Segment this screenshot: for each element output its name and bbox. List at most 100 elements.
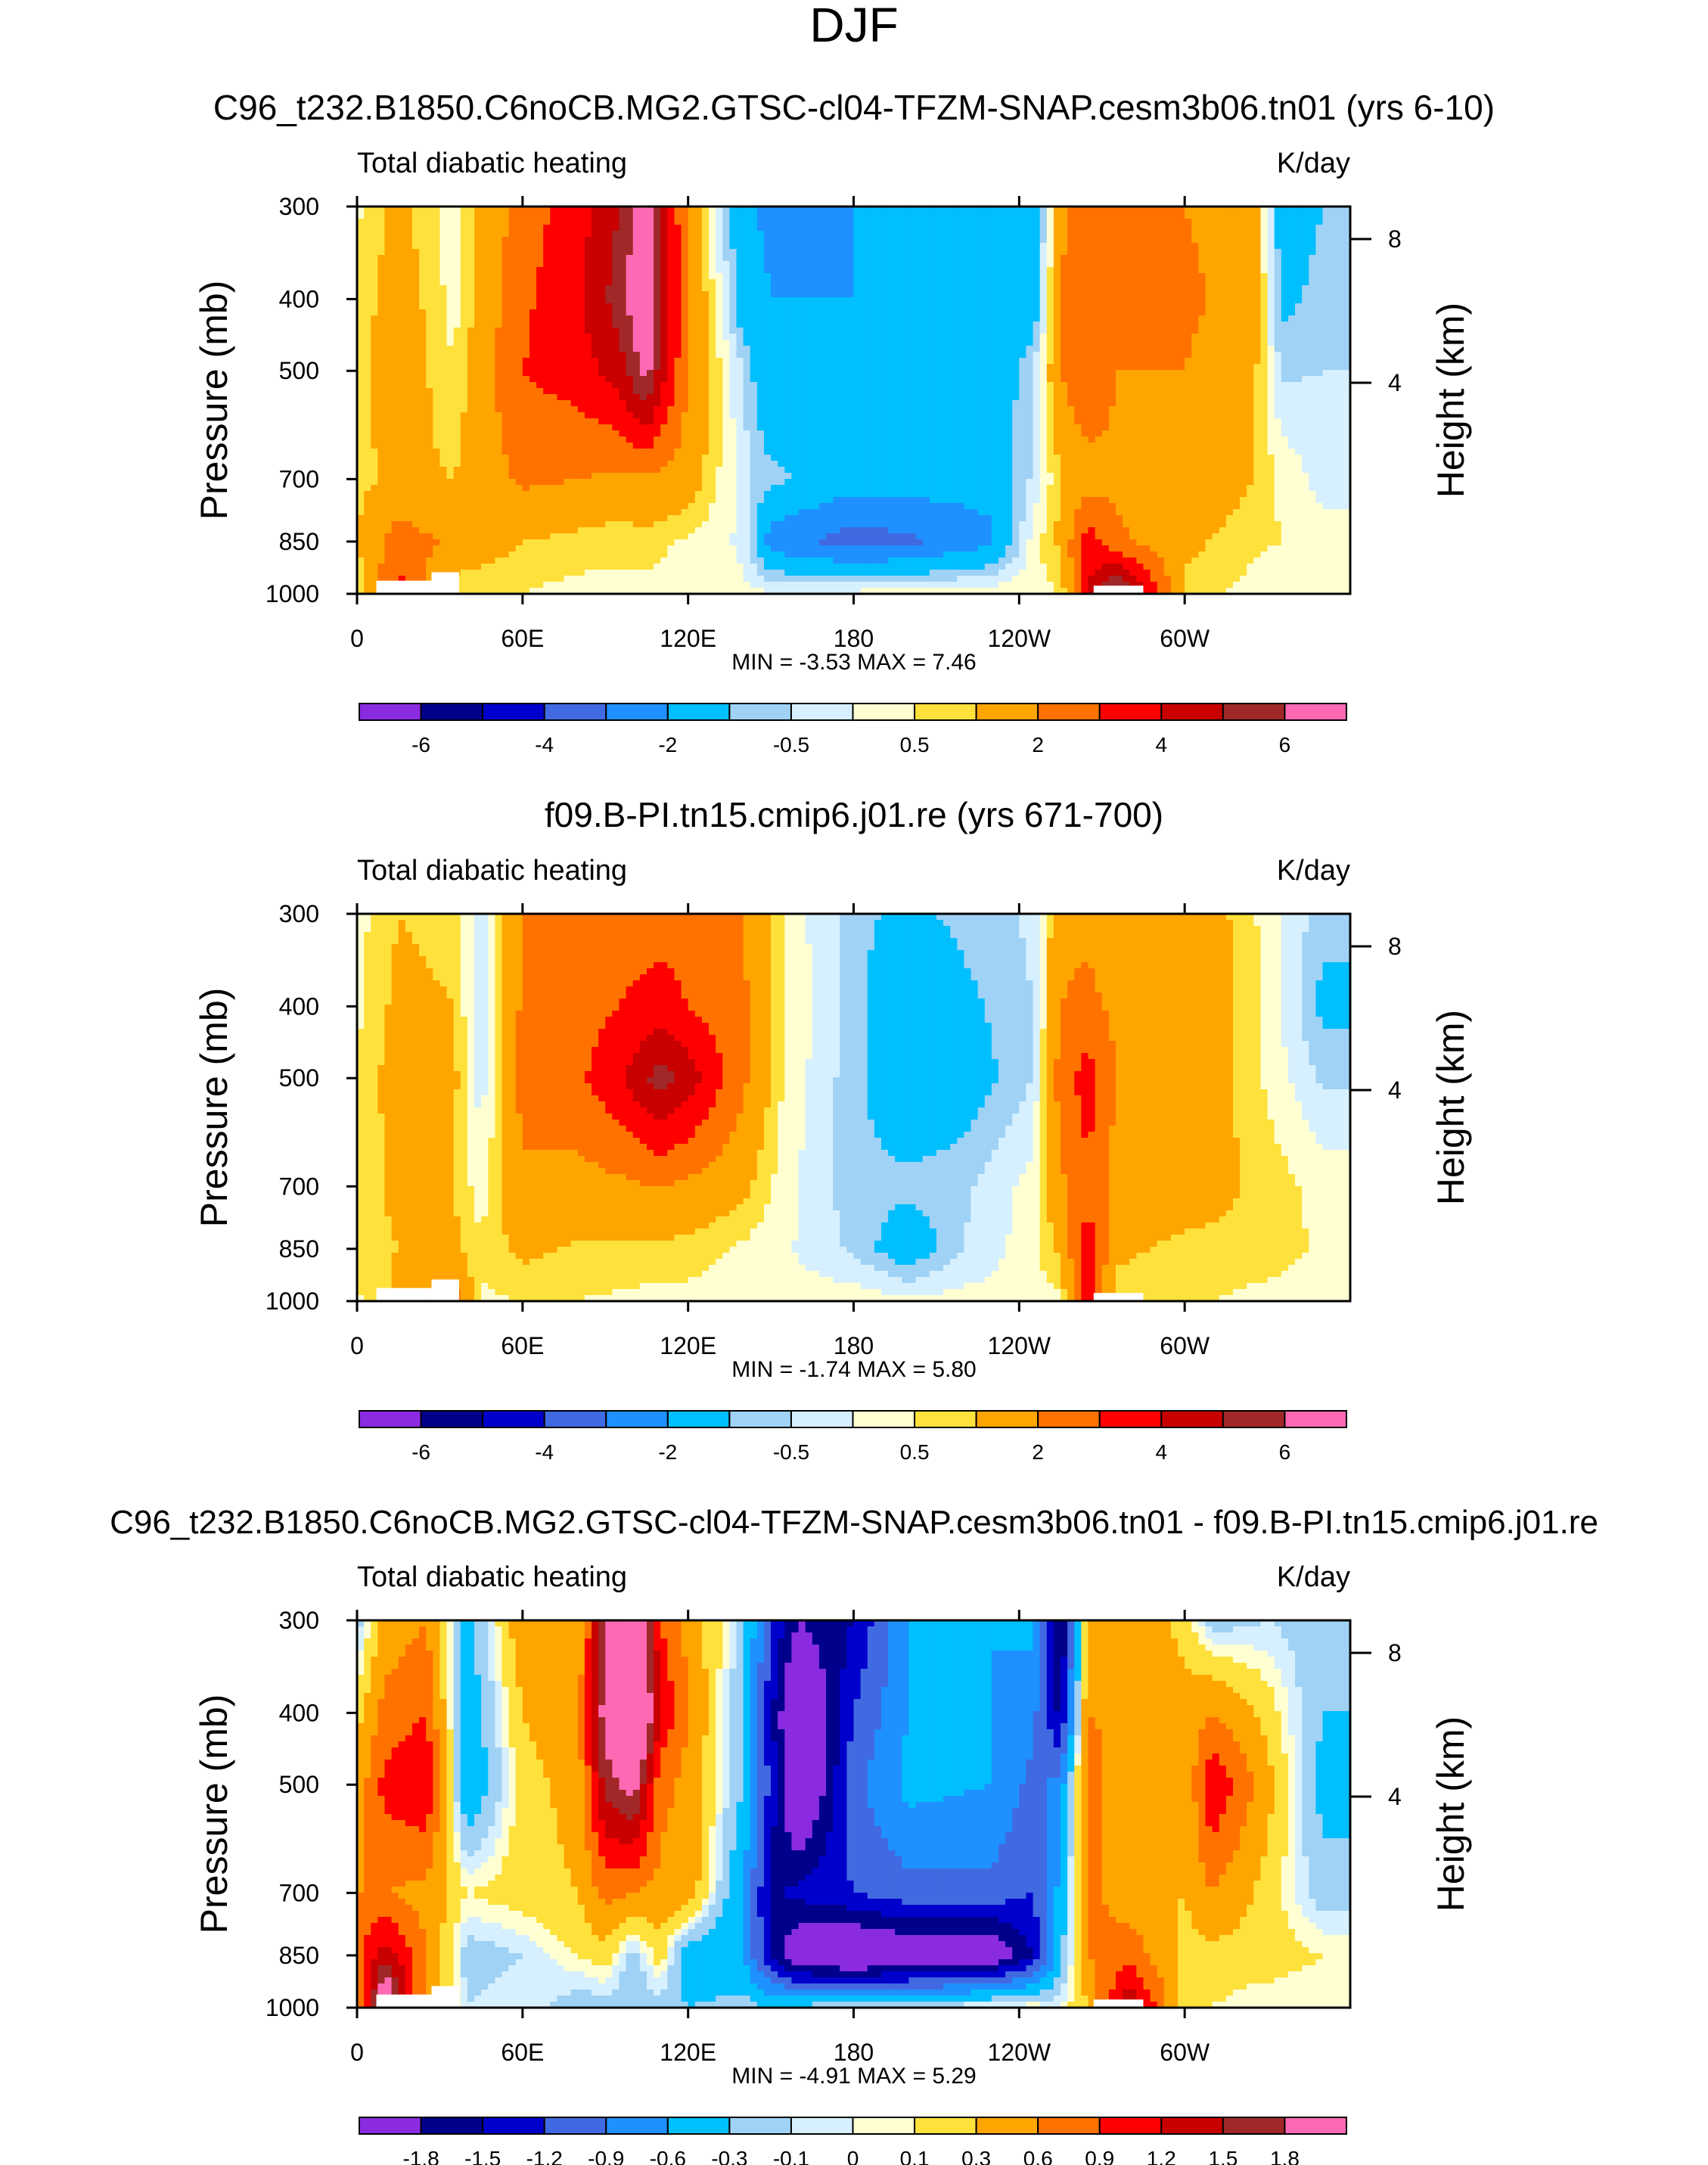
heatmap-cell xyxy=(771,219,778,225)
heatmap-cell xyxy=(1268,249,1275,256)
heatmap-cell xyxy=(1206,273,1213,280)
heatmap-cell xyxy=(688,400,696,407)
heatmap-cell xyxy=(764,273,772,280)
heatmap-cell xyxy=(447,297,455,304)
heatmap-cell xyxy=(722,334,730,340)
heatmap-cell xyxy=(936,412,944,419)
heatmap-cell xyxy=(502,279,509,286)
heatmap-cell xyxy=(461,346,468,353)
heatmap-cell xyxy=(1288,394,1296,401)
heatmap-cell xyxy=(529,394,537,401)
heatmap-cell xyxy=(688,394,696,401)
heatmap-cell xyxy=(509,309,517,316)
heatmap-cell xyxy=(585,394,592,401)
heatmap-cell xyxy=(902,297,909,304)
heatmap-cell xyxy=(1151,364,1158,371)
heatmap-cell xyxy=(1288,346,1296,353)
heatmap-cell xyxy=(633,388,641,395)
heatmap-cell xyxy=(1295,303,1303,310)
heatmap-cell xyxy=(564,394,572,401)
heatmap-cell xyxy=(578,219,585,225)
heatmap-cell xyxy=(674,352,682,359)
heatmap-cell xyxy=(1116,255,1123,262)
heatmap-cell xyxy=(474,346,482,353)
heatmap-cell xyxy=(1247,261,1254,268)
heatmap-cell xyxy=(612,249,620,256)
heatmap-cell xyxy=(1095,249,1103,256)
heatmap-cell xyxy=(1337,261,1344,268)
heatmap-cell xyxy=(874,376,882,383)
heatmap-cell xyxy=(1164,321,1172,328)
heatmap-cell xyxy=(447,309,455,316)
heatmap-cell xyxy=(888,255,896,262)
heatmap-cell xyxy=(571,255,579,262)
heatmap-cell xyxy=(1123,309,1130,316)
heatmap-cell xyxy=(854,267,862,274)
heatmap-cell xyxy=(640,273,647,280)
heatmap-cell xyxy=(1226,352,1234,359)
heatmap-cell xyxy=(1219,267,1227,274)
heatmap-cell xyxy=(992,400,999,407)
heatmap-cell xyxy=(1123,394,1130,401)
heatmap-cell xyxy=(667,297,675,304)
heatmap-cell xyxy=(1288,279,1296,286)
heatmap-cell xyxy=(799,400,806,407)
heatmap-cell xyxy=(846,388,854,395)
heatmap-cell xyxy=(1151,249,1158,256)
heatmap-cell xyxy=(1005,273,1013,280)
heatmap-cell xyxy=(557,358,564,365)
heatmap-cell xyxy=(1123,340,1130,346)
heatmap-cell xyxy=(1067,243,1075,250)
heatmap-cell xyxy=(1268,382,1275,389)
heatmap-cell xyxy=(908,291,916,298)
heatmap-cell xyxy=(1019,364,1026,371)
heatmap-cell xyxy=(709,261,716,268)
heatmap-cell xyxy=(392,291,399,298)
heatmap-cell xyxy=(1302,352,1309,359)
heatmap-cell xyxy=(916,340,924,346)
heatmap-cell xyxy=(957,225,964,231)
heatmap-cell xyxy=(1164,297,1172,304)
heatmap-cell xyxy=(605,249,613,256)
heatmap-cell xyxy=(1088,225,1096,231)
heatmap-cell xyxy=(502,394,509,401)
heatmap-cell xyxy=(674,243,682,250)
heatmap-cell xyxy=(660,291,668,298)
heatmap-cell xyxy=(612,388,620,395)
heatmap-cell xyxy=(598,370,606,377)
heatmap-cell xyxy=(1061,291,1068,298)
heatmap-cell xyxy=(682,303,689,310)
heatmap-cell xyxy=(454,231,461,238)
heatmap-cell xyxy=(1067,376,1075,383)
heatmap-cell xyxy=(578,358,585,365)
heatmap-cell xyxy=(384,364,392,371)
heatmap-cell xyxy=(695,370,703,377)
heatmap-cell xyxy=(439,225,447,231)
heatmap-cell xyxy=(550,370,557,377)
heatmap-cell xyxy=(364,291,371,298)
heatmap-cell xyxy=(654,267,661,274)
heatmap-cell xyxy=(1151,285,1158,292)
heatmap-cell xyxy=(978,388,986,395)
heatmap-cell xyxy=(1198,285,1206,292)
heatmap-cell xyxy=(1315,261,1323,268)
heatmap-cell xyxy=(722,376,730,383)
heatmap-cell xyxy=(405,231,413,238)
heatmap-cell xyxy=(868,352,875,359)
heatmap-cell xyxy=(384,303,392,310)
heatmap-cell xyxy=(799,279,806,286)
heatmap-cell xyxy=(826,412,834,419)
heatmap-cell xyxy=(923,412,930,419)
heatmap-cell xyxy=(1129,358,1137,365)
heatmap-cell xyxy=(1102,231,1110,238)
heatmap-cell xyxy=(384,219,392,225)
heatmap-cell xyxy=(1040,382,1048,389)
heatmap-cell xyxy=(750,285,758,292)
heatmap-cell xyxy=(1191,334,1199,340)
heatmap-cell xyxy=(1330,261,1337,268)
heatmap-cell xyxy=(757,303,765,310)
heatmap-cell xyxy=(1157,303,1165,310)
heatmap-cell xyxy=(840,285,847,292)
heatmap-cell xyxy=(729,303,737,310)
heatmap-cell xyxy=(854,412,862,419)
